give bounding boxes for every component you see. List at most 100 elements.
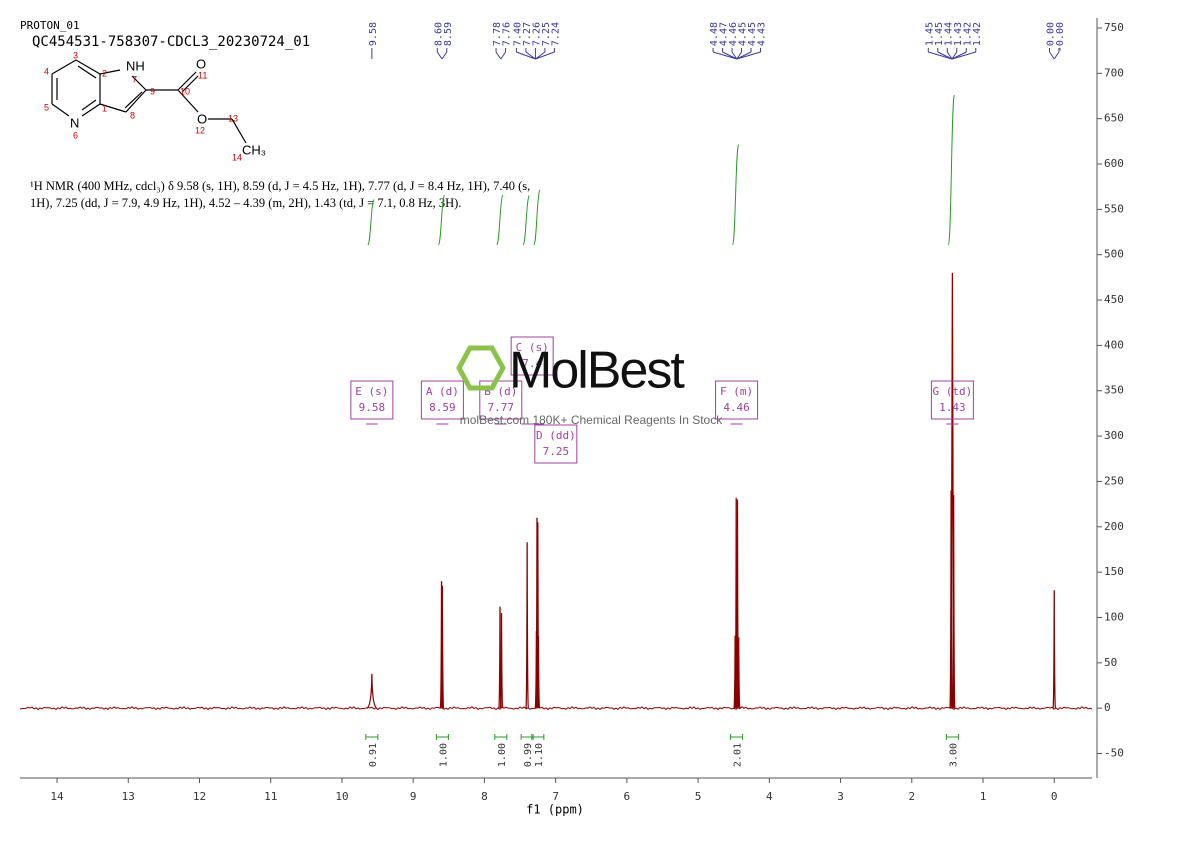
x-tick-label: 11 [264,790,277,803]
peak-label-connector [736,51,742,60]
atom-number: 3 [73,50,78,60]
watermark-brand: MolBest [509,342,685,400]
multiplet-label: C (s) [516,341,549,354]
peak-label-connector [946,51,953,60]
atom-label: NH [126,58,145,73]
y-tick-label: 450 [1104,293,1124,306]
integral-curve [732,144,740,246]
multiplet-box [510,336,554,376]
peak-label-connector [1053,51,1060,60]
atom-number: 13 [228,113,238,123]
multiplet-shift: 8.59 [429,401,456,414]
experiment-name: PROTON_01 [20,19,80,32]
atom-number: 11 [198,70,207,80]
multiplet-box [715,380,759,420]
integral-label: 3.00 [948,743,959,767]
chart-title: QC454531-758307-CDCL3_20230724_01 [32,34,310,50]
peak-label: 4.47 [719,22,730,46]
y-tick-label: 150 [1104,565,1124,578]
atom-label: N [70,115,79,130]
peak-label-connector [736,51,761,60]
integral-label: 2.01 [733,743,744,767]
atom-label: O [197,111,207,126]
peak-label: 4.46 [728,22,739,46]
peak [1052,590,1057,709]
y-tick-label: -50 [1104,747,1124,760]
peak-label-connector [500,51,506,60]
y-tick-label: 100 [1104,610,1124,623]
peak [536,635,541,709]
peak-label: 4.45 [738,22,749,46]
multiplet-shift: 7.25 [543,445,570,458]
peak [366,673,378,709]
x-tick-label: 9 [410,790,417,803]
x-tick-label: 3 [837,790,844,803]
atom-number: 8 [130,110,135,120]
multiplet-label: E (s) [355,385,388,398]
y-tick-label: 200 [1104,520,1124,533]
peak [525,542,529,709]
watermark: MolBest molBest.com 180K+ Chemical Reagen… [456,342,723,427]
peak-label: 7.40 [512,22,523,46]
peak-label: 4.45 [747,22,758,46]
nmr-description: ¹H NMR (400 MHz, cdcl₃) δ 9.58 (s, 1H), … [30,179,530,193]
peak-label-connector [731,51,738,60]
peak-label: 7.26 [531,22,542,46]
integral-label: 1.00 [438,743,449,767]
peak-label: 1.45 [934,22,945,46]
peak-label-connector [951,51,958,60]
y-tick-label: 550 [1104,202,1124,215]
peak-label: 1.43 [953,22,964,46]
multiplet-box [350,380,394,420]
integral-curve [533,189,541,246]
peak-label-connector [937,51,953,60]
integral-bracket [730,734,744,740]
peak-label-connector [436,51,443,60]
x-tick-label: 8 [481,790,488,803]
peak-label-connector [928,51,953,60]
peak-label: -0.00 [1055,22,1066,52]
y-tick-label: 250 [1104,474,1124,487]
integral-label: 0.91 [368,743,379,767]
x-tick-label: 0 [1051,790,1058,803]
peak-label-connector [1049,51,1055,60]
peak-label: 9.58 [368,22,379,46]
atom-number: 4 [44,66,49,76]
peak-label: 7.25 [541,22,552,46]
atom-number: 9 [150,86,155,96]
molecule [51,59,247,144]
multiplet-shift: 1.43 [939,401,966,414]
integral-bracket [945,734,959,740]
peak-label: 1.42 [962,22,973,46]
peak-label: 0.00 [1045,22,1056,46]
peak-label: 1.45 [924,22,935,46]
peak-label-connector [535,51,555,60]
y-tick-label: 500 [1104,248,1124,261]
peak-label: 8.60 [433,22,444,46]
integral-curve [367,199,375,246]
nmr-description: 1H), 7.25 (dd, J = 7.9, 4.9 Hz, 1H), 4.5… [30,196,461,210]
atom-number: 5 [44,102,49,112]
x-axis-label: f1 (ppm) [526,803,584,817]
x-tick-label: 6 [624,790,631,803]
integral-bracket [531,734,545,740]
y-tick-label: 50 [1104,656,1117,669]
peak-label: 7.24 [550,22,561,46]
peak-label-connector [441,51,448,60]
peak-label-connector [525,51,536,60]
multiplet-label: D (dd) [536,429,576,442]
integral-label: 0.99 [523,743,534,767]
peak [951,495,956,709]
x-tick-label: 2 [908,790,915,803]
multiplet-box [534,424,578,464]
atom-label: CH₃ [242,142,266,157]
integral-curve [496,194,504,246]
multiplet-label: F (m) [720,385,753,398]
x-tick-label: 13 [122,790,135,803]
integral-curve [522,195,530,246]
x-tick-label: 10 [335,790,348,803]
y-tick-label: 400 [1104,338,1124,351]
multiplet-shift: 7.4 [522,357,542,370]
